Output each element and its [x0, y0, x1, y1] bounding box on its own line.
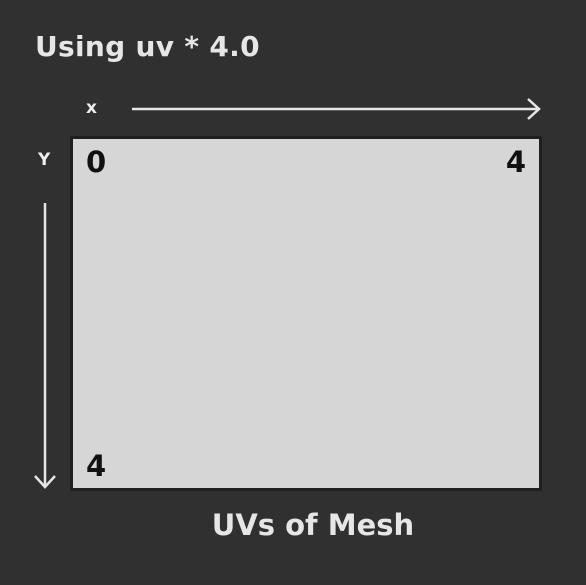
x-max-label: 4: [505, 145, 526, 179]
y-max-label: 4: [86, 449, 107, 483]
origin-label: 0: [86, 145, 107, 179]
diagram-title: Using uv * 4.0: [35, 30, 260, 63]
x-axis-label: x: [86, 98, 97, 118]
diagram-caption: UVs of Mesh: [211, 508, 415, 542]
uv-plane: 0 4 4: [70, 136, 542, 491]
y-axis-label: Y: [38, 150, 51, 170]
